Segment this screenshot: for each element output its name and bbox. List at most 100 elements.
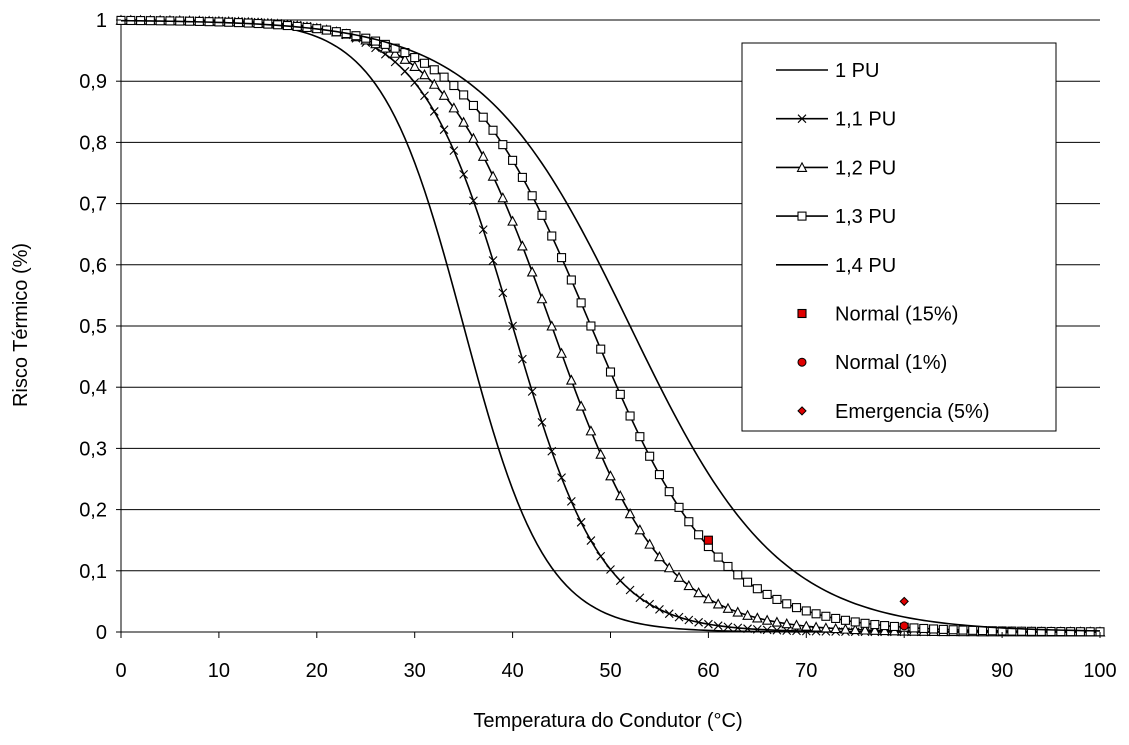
x-axis: 0 10 20 30 40 50 60 70 80 90 100 (115, 632, 1117, 682)
series-marker (860, 618, 870, 628)
x-tick-label: 40 (501, 660, 523, 682)
legend-label: 1,3 PU (835, 206, 896, 228)
x-tick-label: 50 (599, 660, 621, 682)
series-marker (751, 612, 763, 623)
series-marker (469, 196, 478, 206)
legend-label: 1 PU (835, 60, 879, 82)
series-marker (586, 536, 596, 545)
series-marker (859, 624, 871, 635)
legend: 1 PU 1,1 PU 1,2 PU 1,3 PU 1,4 PU Normal (15%)… (741, 42, 1057, 432)
series-marker (556, 347, 567, 358)
series-marker (810, 621, 822, 632)
series-marker (1026, 626, 1037, 636)
x-tick-label: 10 (208, 660, 230, 682)
series-marker (654, 551, 665, 562)
series-marker (673, 571, 685, 582)
series-marker (576, 298, 586, 308)
series-marker (752, 624, 762, 634)
series-marker (419, 58, 430, 68)
series-marker (772, 594, 782, 604)
series-marker (507, 215, 519, 226)
y-axis-title: Risco Térmico (%) (10, 243, 32, 407)
legend-marker (797, 406, 807, 416)
y-tick-label: 1 (96, 10, 107, 32)
series-marker (1017, 626, 1027, 636)
series-marker (399, 53, 411, 64)
series-marker (409, 60, 421, 71)
x-tick-label: 70 (795, 660, 817, 682)
series-marker (635, 432, 645, 442)
series-marker (615, 389, 625, 399)
series-marker (449, 146, 459, 156)
series-marker (664, 487, 674, 497)
series-marker (938, 624, 948, 634)
series-marker (596, 551, 606, 561)
series-marker (575, 400, 587, 411)
series-marker (782, 599, 792, 609)
legend-item: 1,2 PU (776, 157, 896, 179)
series-marker (791, 603, 802, 613)
series-marker (537, 210, 547, 220)
series-marker (645, 599, 655, 609)
series-marker (664, 609, 674, 619)
x-tick-label: 100 (1083, 660, 1116, 682)
series-marker (459, 90, 469, 100)
series-marker (497, 192, 509, 203)
data-point-2 (899, 621, 909, 631)
series-marker (811, 609, 821, 619)
series-marker (478, 225, 488, 234)
series-marker (429, 107, 439, 116)
series-marker (889, 621, 899, 632)
y-tick-label: 0,7 (79, 194, 107, 216)
series-marker (576, 517, 586, 527)
legend-label: Normal (1%) (835, 352, 947, 374)
legend-label: 1,1 PU (835, 109, 896, 131)
series-marker (693, 587, 705, 598)
series-marker (546, 320, 558, 331)
y-tick-label: 0,9 (79, 71, 107, 93)
series-marker (439, 125, 449, 135)
series-marker (801, 606, 811, 616)
series-marker (634, 524, 646, 535)
series-marker (614, 490, 626, 501)
legend-marker (796, 161, 808, 172)
series-marker (800, 620, 812, 631)
legend-marker (797, 357, 807, 367)
data-point-1 (703, 535, 713, 545)
series-marker (919, 623, 929, 634)
series-marker (654, 470, 665, 480)
series-marker (615, 576, 625, 586)
legend-item: Emergencia (5%) (797, 401, 990, 423)
y-tick-label: 0,6 (79, 255, 107, 277)
legend-item: 1,3 PU (776, 206, 896, 228)
series-marker (733, 570, 743, 580)
series-line (120, 19, 1101, 632)
series-marker (428, 78, 440, 89)
series-marker (743, 577, 753, 587)
gridlines (121, 19, 1100, 572)
series-marker (526, 266, 538, 277)
series-marker (820, 622, 832, 633)
series-marker (605, 367, 616, 377)
legend-marker (797, 308, 807, 319)
series-marker (508, 155, 518, 165)
series-marker (1075, 627, 1085, 637)
series-marker (712, 598, 724, 609)
series-marker (527, 387, 537, 396)
legend-label: 1,2 PU (835, 157, 896, 179)
y-tick-label: 0,8 (79, 132, 107, 154)
series-marker (478, 112, 488, 122)
series-marker (702, 593, 714, 604)
series-marker (869, 624, 881, 635)
series-marker (537, 418, 547, 427)
series-marker (830, 622, 842, 634)
y-tick-label: 0,1 (79, 561, 107, 583)
series-marker (585, 425, 597, 436)
series-marker (752, 584, 762, 594)
series-marker (821, 611, 831, 621)
x-tick-label: 30 (404, 660, 426, 682)
series-marker (498, 140, 508, 150)
series-marker (762, 625, 772, 635)
series-marker (565, 374, 577, 385)
series-marker (831, 613, 841, 623)
